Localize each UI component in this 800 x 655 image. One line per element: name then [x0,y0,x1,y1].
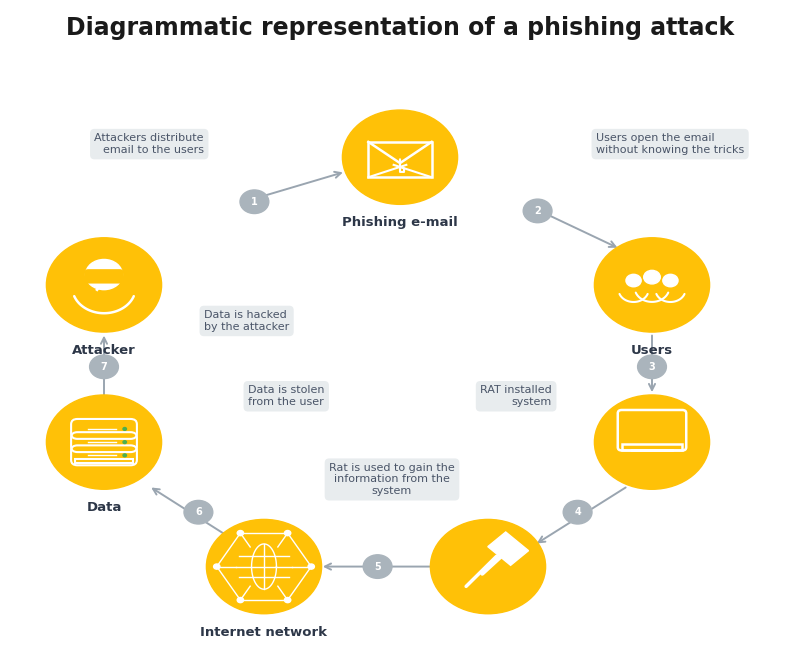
Text: Data is stolen
from the user: Data is stolen from the user [248,386,325,407]
Circle shape [240,190,269,214]
Circle shape [238,531,243,536]
Circle shape [363,555,392,578]
Circle shape [46,395,162,489]
Text: 4: 4 [574,507,581,517]
Circle shape [90,355,118,379]
Circle shape [206,519,322,614]
Text: Attacker: Attacker [72,344,136,357]
Circle shape [285,597,290,603]
Circle shape [184,500,213,524]
Text: Internet network: Internet network [201,626,327,639]
FancyBboxPatch shape [626,421,678,444]
Circle shape [523,199,552,223]
Text: 7: 7 [101,362,107,372]
Text: RAT installed
system: RAT installed system [480,386,552,407]
Circle shape [123,428,126,430]
Circle shape [123,441,126,443]
Circle shape [123,454,126,457]
Circle shape [563,500,592,524]
Text: Diagrammatic representation of a phishing attack: Diagrammatic representation of a phishin… [66,16,734,41]
Circle shape [626,274,641,287]
Text: 3: 3 [649,362,655,372]
Text: 2: 2 [534,206,541,216]
Text: 6: 6 [195,507,202,517]
Circle shape [663,274,678,287]
Circle shape [285,531,290,536]
Text: 1: 1 [251,196,258,207]
Circle shape [86,259,122,290]
Circle shape [594,238,710,332]
Polygon shape [488,532,529,565]
Text: 5: 5 [374,561,381,572]
Circle shape [342,110,458,204]
Circle shape [308,564,314,569]
Text: Rat is used to gain the
information from the
system: Rat is used to gain the information from… [329,463,455,496]
Text: Data: Data [86,501,122,514]
Text: Phishing e-mail: Phishing e-mail [342,216,458,229]
Text: Users open the email
without knowing the tricks: Users open the email without knowing the… [596,134,744,155]
Text: Users: Users [631,344,673,357]
Circle shape [238,597,243,603]
FancyBboxPatch shape [84,269,124,284]
Text: Data is hacked
by the attacker: Data is hacked by the attacker [204,310,290,331]
Circle shape [594,395,710,489]
Text: Attackers distribute
email to the users: Attackers distribute email to the users [94,134,204,155]
Circle shape [430,519,546,614]
Circle shape [46,238,162,332]
Circle shape [638,355,666,379]
Circle shape [214,564,220,569]
Circle shape [644,271,660,284]
